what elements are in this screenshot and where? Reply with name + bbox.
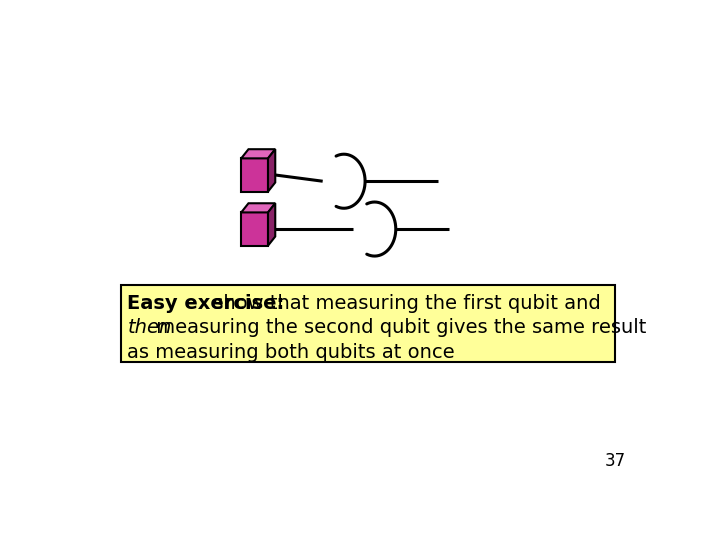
Polygon shape <box>241 158 268 192</box>
Text: 37: 37 <box>605 452 626 470</box>
Text: Easy exercise:: Easy exercise: <box>127 294 284 313</box>
Polygon shape <box>241 149 275 158</box>
Text: as measuring both qubits at once: as measuring both qubits at once <box>127 342 455 362</box>
Polygon shape <box>268 203 275 246</box>
Polygon shape <box>241 212 268 246</box>
Polygon shape <box>268 149 275 192</box>
Polygon shape <box>241 203 275 212</box>
Text: measuring the second qubit gives the same result: measuring the second qubit gives the sam… <box>150 319 646 338</box>
FancyBboxPatch shape <box>121 285 615 362</box>
Text: then: then <box>127 319 172 338</box>
Text: show that measuring the first qubit and: show that measuring the first qubit and <box>207 294 600 313</box>
